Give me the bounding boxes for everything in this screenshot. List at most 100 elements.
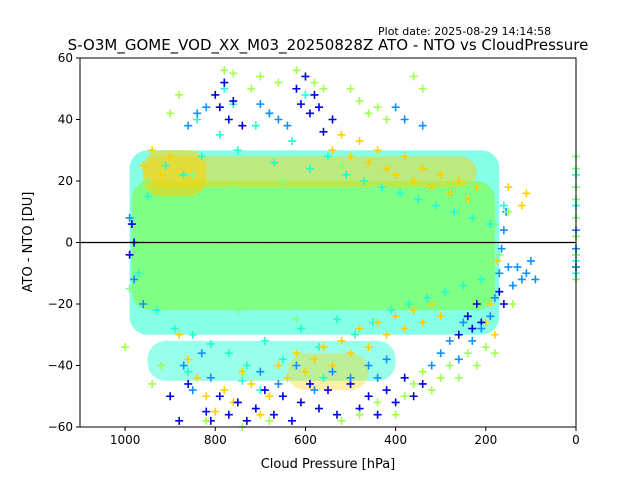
- data-point: [391, 103, 400, 112]
- data-point: [409, 392, 418, 401]
- data-point: [373, 398, 382, 407]
- data-point: [278, 392, 287, 401]
- data-point: [269, 410, 278, 419]
- data-point: [202, 392, 211, 401]
- data-point: [265, 416, 274, 425]
- data-point: [400, 373, 409, 382]
- data-point: [504, 263, 513, 272]
- data-point: [418, 84, 427, 93]
- data-point: [472, 300, 481, 308]
- data-point: [373, 278, 382, 287]
- data-point: [472, 361, 481, 370]
- data-point: [360, 177, 369, 185]
- x-tick-label: 400: [384, 433, 407, 447]
- data-point: [319, 343, 328, 352]
- data-point: [337, 266, 346, 275]
- data-point: [211, 407, 220, 416]
- data-point: [143, 177, 152, 185]
- data-point: [238, 121, 247, 130]
- data-point: [436, 232, 445, 241]
- data-point: [238, 293, 247, 302]
- data-point: [445, 336, 454, 345]
- data-point: [454, 330, 463, 339]
- data-point: [229, 183, 238, 192]
- data-point: [310, 204, 319, 213]
- data-point: [391, 398, 400, 407]
- data-point: [493, 256, 502, 265]
- y-tick-label: −40: [48, 359, 73, 373]
- data-point: [337, 161, 346, 170]
- data-point: [310, 386, 319, 395]
- data-point: [454, 256, 463, 265]
- data-point: [450, 207, 459, 216]
- data-point: [224, 349, 233, 358]
- data-point: [220, 66, 229, 75]
- data-point: [256, 410, 265, 419]
- data-point: [486, 300, 495, 308]
- data-point: [454, 373, 463, 382]
- data-point: [202, 281, 211, 290]
- data-point: [468, 336, 477, 345]
- data-point: [319, 373, 328, 382]
- data-point: [355, 137, 364, 146]
- data-point: [251, 121, 260, 130]
- data-point: [148, 146, 157, 155]
- data-point: [400, 324, 409, 333]
- data-point: [260, 336, 269, 345]
- data-point: [139, 300, 148, 308]
- data-point: [184, 355, 193, 364]
- data-point: [127, 220, 136, 229]
- data-point: [324, 152, 332, 161]
- data-point: [459, 318, 468, 327]
- data-point: [139, 244, 148, 253]
- x-axis-label: Cloud Pressure [hPa]: [261, 457, 396, 472]
- data-point: [265, 109, 274, 118]
- data-point: [364, 210, 373, 219]
- data-point: [256, 367, 265, 376]
- data-point: [166, 300, 175, 308]
- data-point: [495, 287, 504, 296]
- data-point: [328, 226, 337, 235]
- data-point: [477, 324, 486, 333]
- data-point: [251, 404, 260, 413]
- data-point: [206, 339, 215, 348]
- data-point: [130, 275, 139, 284]
- data-point: [427, 361, 436, 370]
- data-points: [121, 66, 580, 431]
- x-tick-label: 200: [474, 433, 497, 447]
- data-point: [179, 361, 188, 370]
- data-point: [148, 213, 157, 222]
- data-point: [296, 398, 305, 407]
- data-point: [495, 250, 504, 259]
- data-point: [391, 410, 400, 419]
- data-point: [364, 361, 373, 370]
- data-point: [369, 183, 378, 192]
- data-point: [224, 410, 233, 419]
- data-point: [292, 315, 301, 324]
- data-point: [166, 109, 175, 118]
- data-point: [202, 103, 211, 112]
- data-point: [499, 226, 508, 235]
- data-point: [287, 416, 296, 425]
- data-point: [184, 367, 193, 376]
- data-point: [274, 361, 283, 370]
- data-point: [215, 392, 224, 401]
- data-point: [427, 272, 436, 281]
- data-point: [409, 247, 418, 256]
- data-point: [373, 373, 382, 382]
- x-axis-ticks: 1000 800 600 400 200 0: [110, 427, 580, 447]
- y-tick-label: 20: [58, 174, 73, 188]
- data-point: [441, 287, 450, 296]
- data-point: [477, 275, 486, 284]
- data-point: [418, 213, 427, 222]
- data-point: [346, 152, 355, 161]
- data-point: [391, 260, 400, 269]
- data-point: [166, 392, 175, 401]
- data-point: [427, 183, 436, 192]
- data-point: [468, 213, 477, 222]
- data-point: [310, 355, 319, 364]
- y-tick-label: −20: [48, 297, 73, 311]
- data-point: [463, 226, 472, 235]
- chart-title: S-O3M_GOME_VOD_XX_M03_20250828Z ATO - NT…: [68, 36, 589, 55]
